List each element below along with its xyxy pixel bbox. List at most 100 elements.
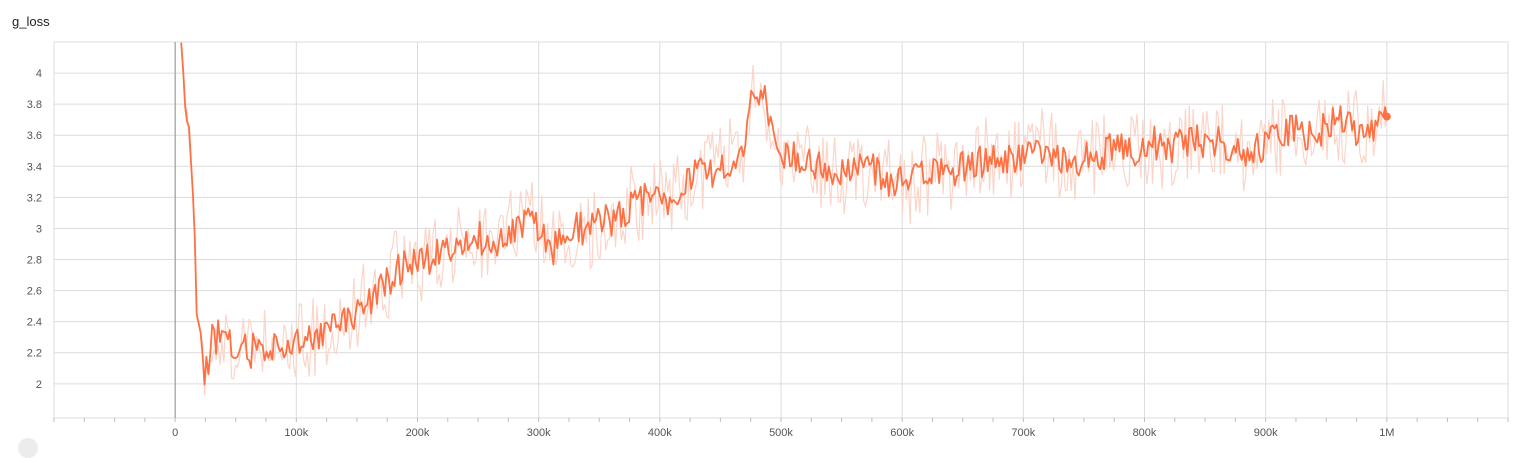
data-point — [718, 164, 722, 168]
data-point — [803, 164, 807, 168]
data-point — [1361, 133, 1365, 137]
data-point — [1203, 141, 1207, 145]
data-point — [1106, 149, 1110, 153]
data-point — [773, 141, 777, 145]
data-point — [1070, 164, 1074, 168]
data-point — [1373, 125, 1377, 129]
data-point — [1155, 141, 1159, 145]
data-point — [183, 102, 187, 106]
data-point — [202, 382, 206, 386]
data-point — [331, 327, 335, 331]
y-tick-label: 3.6 — [27, 130, 42, 142]
data-point — [1130, 149, 1134, 153]
data-point — [1227, 141, 1231, 145]
data-point — [749, 102, 753, 106]
x-tick-label: 300k — [527, 427, 551, 439]
data-point — [634, 203, 638, 207]
data-point — [179, 40, 183, 44]
x-tick-label: 1M — [1379, 427, 1394, 439]
y-tick-label: 2.8 — [27, 255, 42, 267]
data-point — [273, 343, 277, 347]
data-point — [961, 164, 965, 168]
data-point — [200, 335, 204, 339]
data-point — [1191, 133, 1195, 137]
data-point — [1312, 133, 1316, 137]
data-point — [195, 320, 199, 324]
data-point — [549, 250, 553, 254]
data-point — [1021, 157, 1025, 161]
x-tick-label: 600k — [890, 427, 914, 439]
data-point — [294, 335, 298, 339]
data-point — [500, 234, 504, 238]
y-tick-label: 2.4 — [27, 317, 42, 329]
data-point — [791, 149, 795, 153]
data-point — [282, 343, 286, 347]
data-point — [852, 164, 856, 168]
data-point — [597, 219, 601, 223]
data-point — [840, 172, 844, 176]
data-point — [1179, 141, 1183, 145]
x-tick-label: 100k — [284, 427, 308, 439]
data-point — [779, 157, 783, 161]
data-point — [248, 351, 252, 355]
data-point — [403, 265, 407, 269]
data-point — [876, 172, 880, 176]
data-point — [1215, 141, 1219, 145]
data-point — [476, 234, 480, 238]
data-point — [670, 195, 674, 199]
data-point — [488, 242, 492, 246]
data-point — [319, 335, 323, 339]
data-point — [1300, 133, 1304, 137]
data-point — [767, 118, 771, 122]
raw-series-line — [180, 42, 1388, 396]
data-point — [985, 157, 989, 161]
data-point — [1033, 149, 1037, 153]
y-tick-label: 2.2 — [27, 348, 42, 360]
chart-title: g_loss — [12, 14, 50, 29]
y-tick-label: 3 — [36, 223, 42, 235]
x-tick-label: 800k — [1133, 427, 1157, 439]
scroll-handle[interactable] — [18, 438, 38, 458]
y-tick-label: 3.4 — [27, 161, 42, 173]
data-point — [864, 164, 868, 168]
data-point — [815, 164, 819, 168]
data-point — [1009, 157, 1013, 161]
x-tick-label: 400k — [648, 427, 672, 439]
data-point — [888, 180, 892, 184]
x-tick-label: 700k — [1011, 427, 1035, 439]
y-tick-label: 3.2 — [27, 192, 42, 204]
data-point — [428, 258, 432, 262]
data-point — [537, 226, 541, 230]
data-point — [525, 219, 529, 223]
data-point — [264, 351, 268, 355]
data-point — [1143, 141, 1147, 145]
data-point — [1276, 133, 1280, 137]
data-point — [512, 226, 516, 230]
data-point — [440, 242, 444, 246]
data-point — [416, 258, 420, 262]
last-value-marker — [1382, 112, 1391, 121]
data-point — [379, 289, 383, 293]
data-point — [343, 320, 347, 324]
data-point — [573, 226, 577, 230]
x-tick-label: 200k — [406, 427, 430, 439]
data-point — [900, 180, 904, 184]
data-point — [256, 343, 260, 347]
data-point — [937, 172, 941, 176]
data-point — [646, 195, 650, 199]
data-point — [1252, 149, 1256, 153]
data-point — [761, 87, 765, 91]
data-point — [224, 335, 228, 339]
data-point — [973, 164, 977, 168]
data-point — [210, 335, 214, 339]
data-point — [355, 312, 359, 316]
data-point — [391, 273, 395, 277]
data-point — [1167, 149, 1171, 153]
data-point — [706, 172, 710, 176]
x-tick-label: 500k — [769, 427, 793, 439]
data-point — [1094, 157, 1098, 161]
data-point — [1336, 118, 1340, 122]
data-point — [609, 219, 613, 223]
data-point — [827, 172, 831, 176]
data-point — [1118, 149, 1122, 153]
